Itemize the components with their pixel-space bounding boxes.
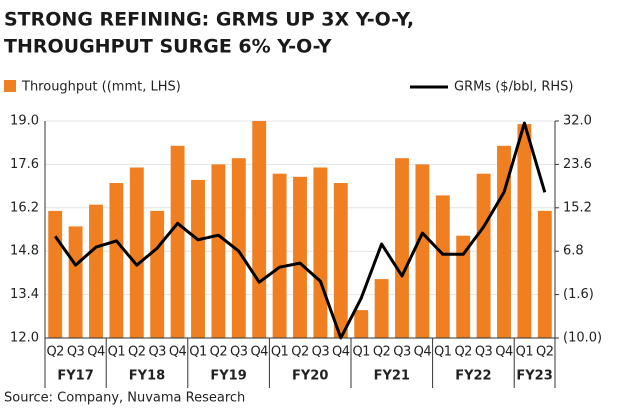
- legend-label: Throughput ((mmt, LHS): [21, 80, 181, 95]
- group-label: FY21: [374, 369, 410, 384]
- bar: [313, 167, 328, 338]
- y-tick-label: 19.0: [10, 114, 39, 129]
- bar: [354, 310, 369, 338]
- x-tick-label: Q2: [454, 345, 472, 360]
- bar: [68, 226, 83, 338]
- y-tick-label: 17.6: [10, 157, 39, 172]
- legend-label: GRMs ($/bbl, RHS): [454, 80, 573, 95]
- group-label: FY19: [210, 369, 246, 384]
- group-label: FY22: [455, 369, 491, 384]
- bar: [272, 173, 287, 338]
- x-tick-label: Q2: [210, 345, 228, 360]
- x-tick-label: Q1: [271, 345, 289, 360]
- bar: [435, 195, 450, 338]
- y-tick-label: 13.4: [10, 287, 39, 302]
- x-tick-label: Q1: [189, 345, 207, 360]
- group-label: FY20: [292, 369, 328, 384]
- x-tick-label: Q4: [250, 345, 268, 360]
- y2-tick-label: 6.8: [563, 244, 584, 259]
- bar: [191, 179, 205, 338]
- x-tick-label: Q2: [291, 345, 309, 360]
- y2-tick-label: 23.6: [563, 157, 592, 172]
- y2-tick-label: (10.0): [563, 331, 602, 346]
- x-tick-label: Q4: [332, 345, 350, 360]
- legend-swatch: [4, 80, 16, 92]
- bar: [150, 210, 165, 338]
- x-tick-label: Q3: [67, 345, 85, 360]
- x-tick-label: Q2: [128, 345, 146, 360]
- y-tick-label: 16.2: [10, 200, 39, 215]
- chart-title: STRONG REFINING: GRMS UP 3X Y-O-Y,: [4, 9, 414, 31]
- bar: [48, 210, 63, 338]
- bar: [456, 235, 471, 338]
- y2-tick-label: 15.2: [563, 200, 592, 215]
- bar: [537, 210, 552, 338]
- bar: [497, 145, 511, 338]
- bar: [252, 121, 267, 338]
- x-tick-label: Q3: [312, 345, 330, 360]
- y-tick-label: 12.0: [10, 331, 39, 346]
- bar: [109, 183, 124, 338]
- x-tick-label: Q3: [230, 345, 248, 360]
- bar: [374, 279, 389, 338]
- bar: [89, 204, 103, 338]
- bar: [333, 183, 348, 338]
- bar: [211, 164, 226, 338]
- x-tick-label: Q2: [46, 345, 64, 360]
- group-label: FY23: [516, 369, 552, 384]
- x-tick-label: Q4: [414, 345, 432, 360]
- x-tick-label: Q1: [352, 345, 370, 360]
- bar: [476, 173, 491, 338]
- bar: [129, 167, 144, 338]
- x-tick-label: Q1: [434, 345, 452, 360]
- x-tick-label: Q1: [108, 345, 126, 360]
- line-series: [53, 121, 547, 340]
- x-tick-label: Q4: [495, 345, 513, 360]
- source-note: Source: Company, Nuvama Research: [4, 391, 245, 406]
- x-tick-label: Q3: [148, 345, 166, 360]
- x-tick-label: Q2: [536, 345, 554, 360]
- x-tick-label: Q4: [169, 345, 187, 360]
- y2-tick-label: 32.0: [563, 114, 592, 129]
- y2-tick-label: (1.6): [563, 287, 594, 302]
- bar: [231, 158, 246, 338]
- group-label: FY18: [129, 369, 165, 384]
- y-tick-label: 14.8: [10, 244, 39, 259]
- group-label: FY17: [57, 369, 93, 384]
- bar: [517, 124, 532, 338]
- x-tick-label: Q3: [475, 345, 493, 360]
- x-tick-label: Q1: [516, 345, 534, 360]
- chart-title: THROUGHPUT SURGE 6% Y-O-Y: [4, 36, 332, 58]
- bar: [293, 176, 307, 338]
- bar: [170, 145, 185, 338]
- x-tick-label: Q4: [87, 345, 105, 360]
- bar: [395, 158, 409, 338]
- x-tick-label: Q2: [373, 345, 391, 360]
- x-tick-label: Q3: [393, 345, 411, 360]
- bar: [415, 164, 430, 338]
